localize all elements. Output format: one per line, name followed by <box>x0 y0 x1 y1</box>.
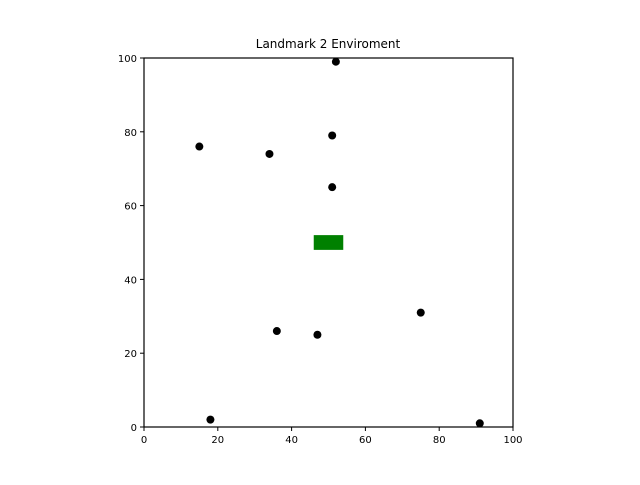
x-tick-label: 60 <box>359 435 372 446</box>
x-axis: 0 20 40 60 80 100 <box>141 427 523 446</box>
y-tick-label: 80 <box>124 128 137 139</box>
x-tick-label: 20 <box>211 435 224 446</box>
y-tick-label: 20 <box>124 349 137 360</box>
x-tick-label: 0 <box>141 435 147 446</box>
data-point <box>195 142 204 151</box>
data-point <box>328 131 337 140</box>
data-point <box>313 330 322 339</box>
plot-marks <box>195 57 484 428</box>
y-tick-label: 100 <box>118 54 137 65</box>
y-tick-label: 0 <box>131 423 137 434</box>
x-tick-label: 100 <box>503 435 522 446</box>
data-point <box>331 57 340 66</box>
data-point <box>265 149 274 158</box>
y-tick-label: 40 <box>124 275 137 286</box>
data-point <box>206 415 215 424</box>
x-tick-label: 80 <box>433 435 446 446</box>
green-rectangle <box>313 235 344 250</box>
data-point <box>475 419 484 428</box>
data-point <box>416 308 425 317</box>
chart-title: Landmark 2 Enviroment <box>256 37 401 51</box>
y-tick-label: 60 <box>124 202 137 213</box>
y-axis: 0 20 40 60 80 100 <box>118 54 144 434</box>
plot-frame <box>143 57 514 428</box>
data-point <box>272 327 281 336</box>
x-tick-label: 40 <box>285 435 298 446</box>
data-point <box>328 183 337 192</box>
